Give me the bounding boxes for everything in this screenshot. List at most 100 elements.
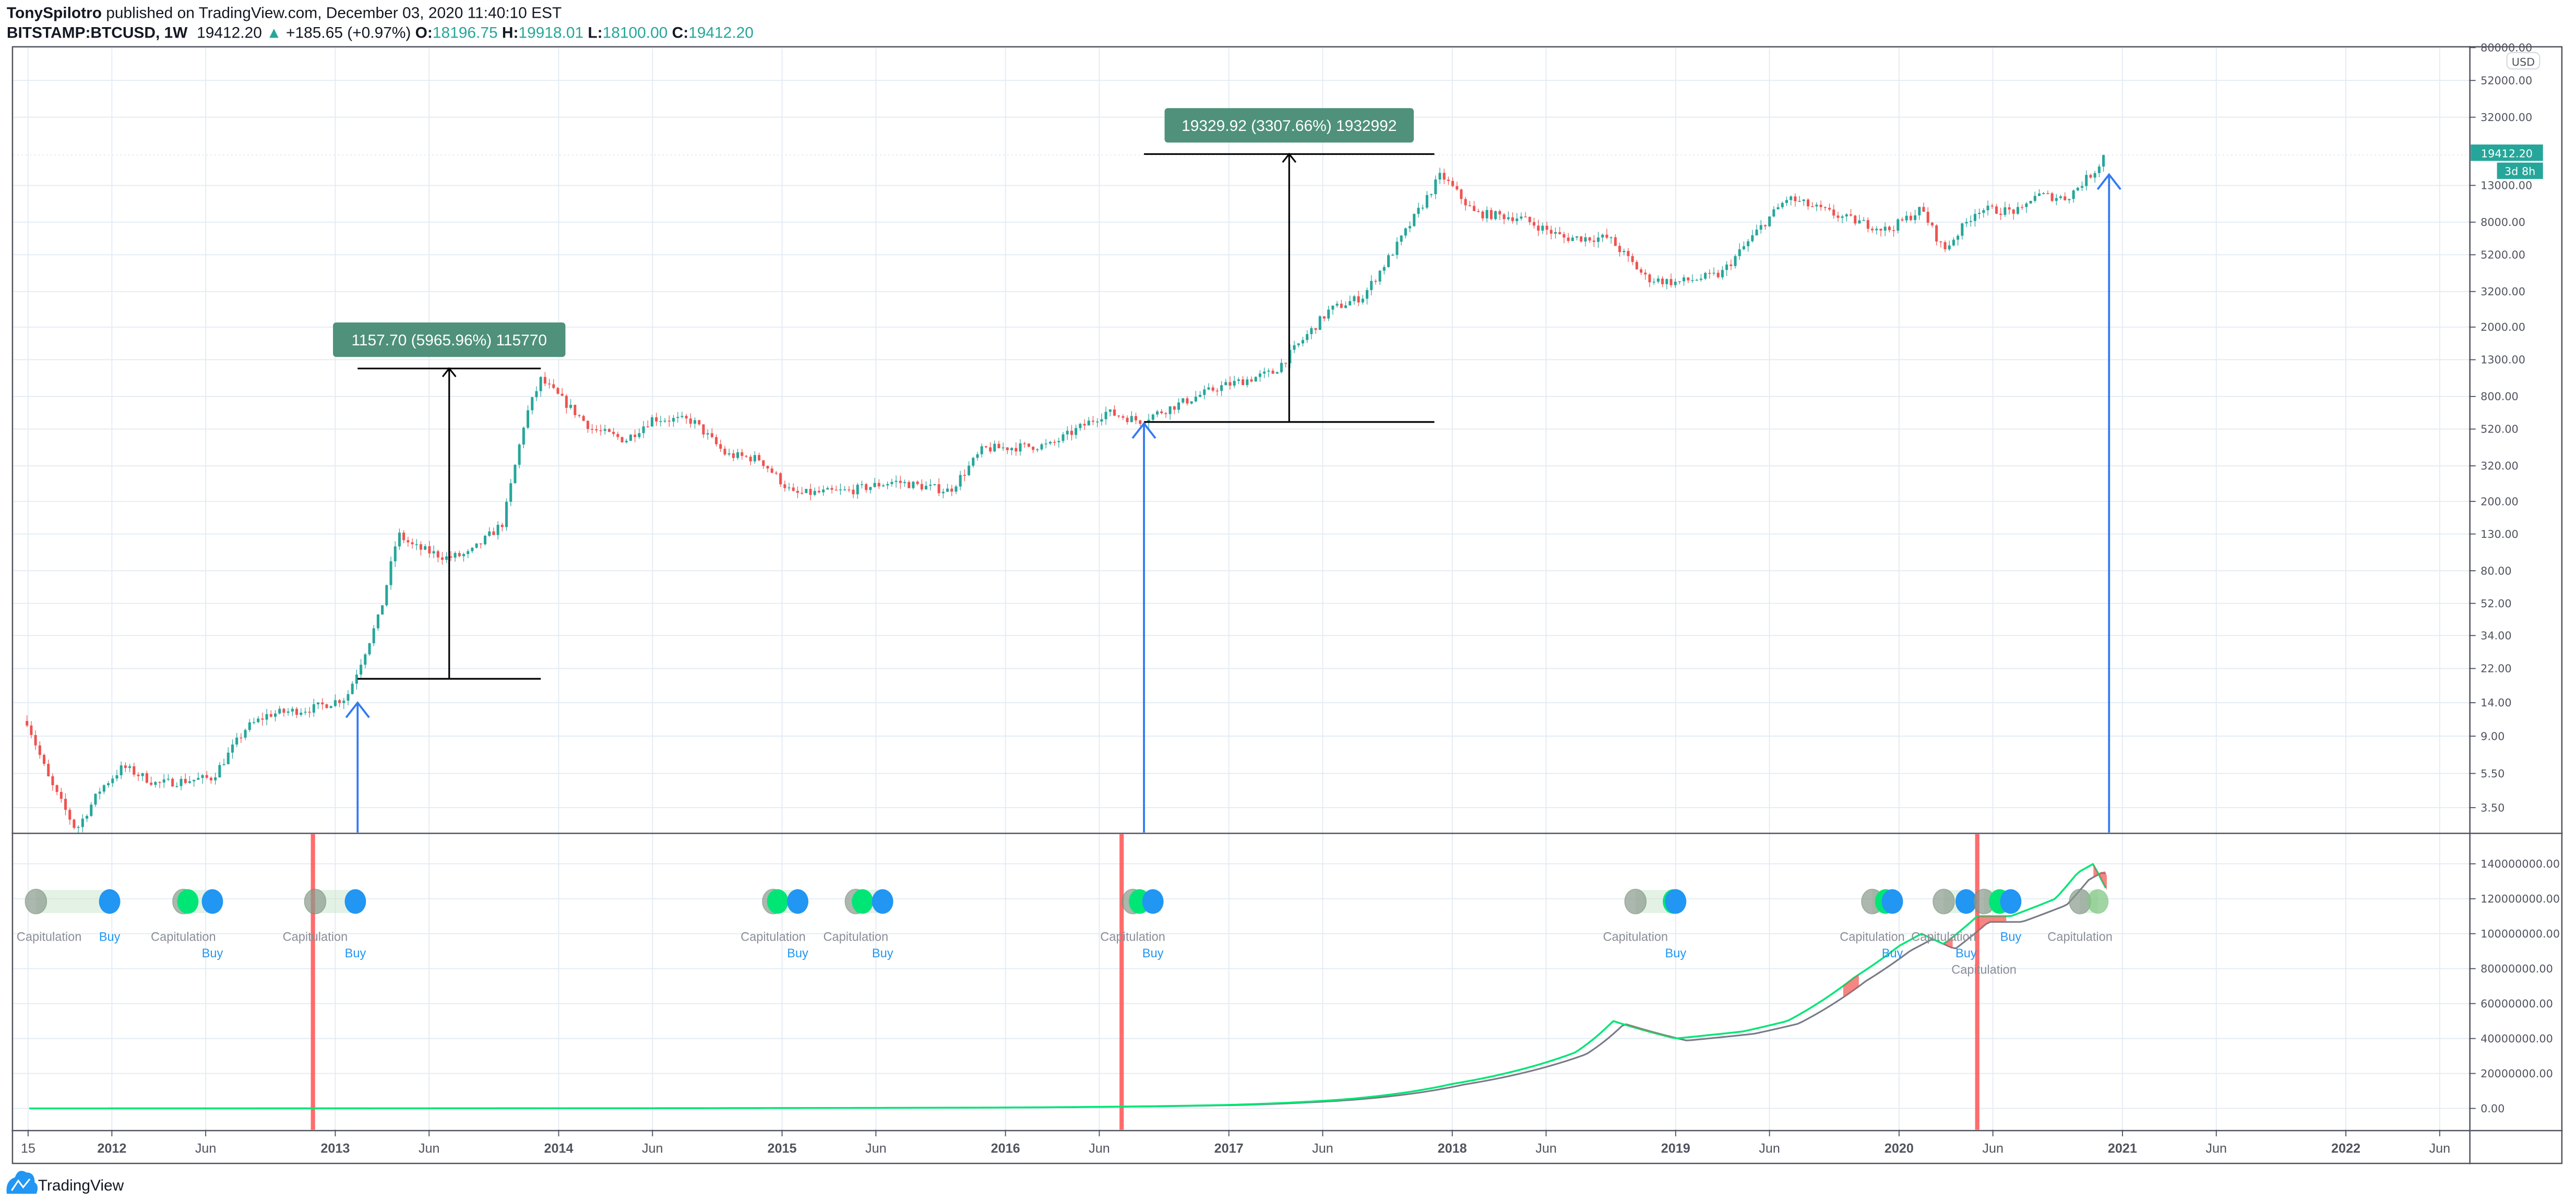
signal-group[interactable] (844, 888, 893, 915)
candle-body (407, 540, 410, 543)
candle-body (166, 778, 170, 780)
indicator-tick-label: 140000000.00 (2480, 858, 2560, 870)
time-label: Jun (865, 1141, 887, 1156)
candle-body (162, 779, 165, 783)
candle-body (929, 485, 932, 486)
candle-body (1087, 420, 1090, 426)
candle-body (937, 484, 940, 494)
candle-body (1850, 214, 1853, 216)
signal-group[interactable] (2069, 888, 2109, 915)
time-label: 2022 (2331, 1141, 2360, 1156)
candle-body (30, 725, 33, 735)
range-label-box (333, 322, 566, 357)
candle-body (560, 393, 564, 396)
candle-body (1665, 279, 1668, 284)
candle-body (1177, 402, 1180, 410)
candle-body (77, 827, 80, 828)
candle-body (616, 434, 619, 437)
candle-body (1100, 419, 1103, 422)
candle-body (509, 483, 512, 502)
tradingview-logo[interactable]: TradingView (6, 1171, 124, 1194)
indicator-tick-label: 60000000.00 (2480, 997, 2553, 1010)
signal-group[interactable] (1624, 888, 1687, 915)
time-label: Jun (195, 1141, 217, 1156)
candle-body (916, 482, 919, 484)
candle-body (826, 488, 829, 490)
candle-body (137, 774, 140, 776)
signal-group[interactable] (1122, 888, 1164, 915)
signal-group[interactable] (1973, 888, 2022, 915)
capitulation-label: Capitulation (824, 931, 889, 944)
candle-body (1130, 416, 1133, 423)
candle-body (2089, 175, 2092, 178)
candle-body (710, 433, 713, 437)
blue-arrow[interactable] (1131, 422, 1156, 833)
candle-body (1382, 267, 1386, 271)
signal-group[interactable] (1861, 888, 1903, 915)
candle-body (860, 484, 863, 485)
green-marker-icon (2087, 889, 2109, 914)
signal-group[interactable] (172, 888, 223, 915)
time-label: Jun (642, 1141, 663, 1156)
candle-body (650, 417, 653, 427)
candle-body (1776, 207, 1780, 210)
price-range-2013[interactable]: 1157.70 (5965.96%) 115770 (333, 322, 566, 680)
signal-group[interactable] (1933, 888, 1977, 915)
buy-label: Buy (1142, 947, 1164, 960)
capitulation-label: Capitulation (1911, 931, 1976, 944)
time-label: 2015 (768, 1141, 797, 1156)
price-tick-label: 3200.00 (2480, 285, 2525, 298)
buy-label: Buy (1665, 947, 1686, 960)
time-axis[interactable]: 15 2012 Jun 2013 Jun 2014 Jun 2015 Jun 2016 Jun 201… (21, 1129, 2450, 1156)
signal-group[interactable] (304, 888, 366, 915)
candle-body (73, 820, 76, 828)
signal-group[interactable] (762, 888, 808, 915)
candle-body (634, 435, 637, 437)
capitulation-label: Capitulation (283, 931, 348, 944)
buy-label: Buy (1882, 947, 1903, 960)
candle-body (1417, 208, 1420, 214)
candle-body (1237, 379, 1240, 381)
candle-body (1609, 237, 1613, 238)
candle-body (1725, 265, 1728, 270)
price-tick-label: 13000.00 (2480, 179, 2532, 192)
candle-body (1357, 296, 1360, 303)
candle-body (941, 491, 945, 494)
candle-body (1584, 237, 1587, 242)
candle-body (1999, 213, 2002, 215)
price-tick-label: 3.50 (2480, 801, 2505, 814)
candle-body (1079, 424, 1082, 428)
candle-body (1485, 210, 1488, 219)
candle-body (248, 722, 251, 730)
candle-body (591, 429, 594, 430)
candle-body (1965, 222, 1968, 224)
candle-body (1104, 412, 1107, 419)
candle-body (1164, 413, 1167, 414)
candle-body (980, 446, 983, 454)
time-label: Jun (1982, 1141, 2003, 1156)
candle-body (2016, 207, 2020, 214)
blue-arrow[interactable] (345, 701, 370, 833)
price-axis[interactable]: 80000.00 52000.00 32000.00 13000.00 8000.00 5… (2469, 42, 2532, 814)
candle-body (355, 675, 358, 684)
indicator-axis[interactable]: 140000000.00 120000000.00 100000000.00 8000… (2469, 858, 2560, 1115)
capitulation-label: Capitulation (1603, 931, 1668, 944)
candle-body (402, 532, 406, 540)
price-tick-label: 14.00 (2480, 696, 2511, 709)
price-tick-label: 320.00 (2480, 460, 2519, 472)
candle-body (274, 713, 277, 717)
candle-body (535, 391, 538, 398)
candle-body (1879, 229, 1882, 231)
signal-group[interactable] (25, 888, 121, 915)
range-label: 19329.92 (3307.66%) 1932992 (1182, 117, 1397, 135)
arrow-head-icon (442, 367, 457, 378)
candle-body (180, 778, 183, 786)
candle-body (753, 455, 756, 462)
candle-body (1400, 235, 1403, 242)
currency-badge[interactable]: USD (2506, 52, 2541, 70)
candle-body (282, 708, 285, 713)
price-range-2017[interactable]: 19329.92 (3307.66%) 1932992 (1144, 108, 1435, 423)
candle-body (1892, 230, 1895, 231)
blue-arrow[interactable] (2096, 173, 2121, 833)
